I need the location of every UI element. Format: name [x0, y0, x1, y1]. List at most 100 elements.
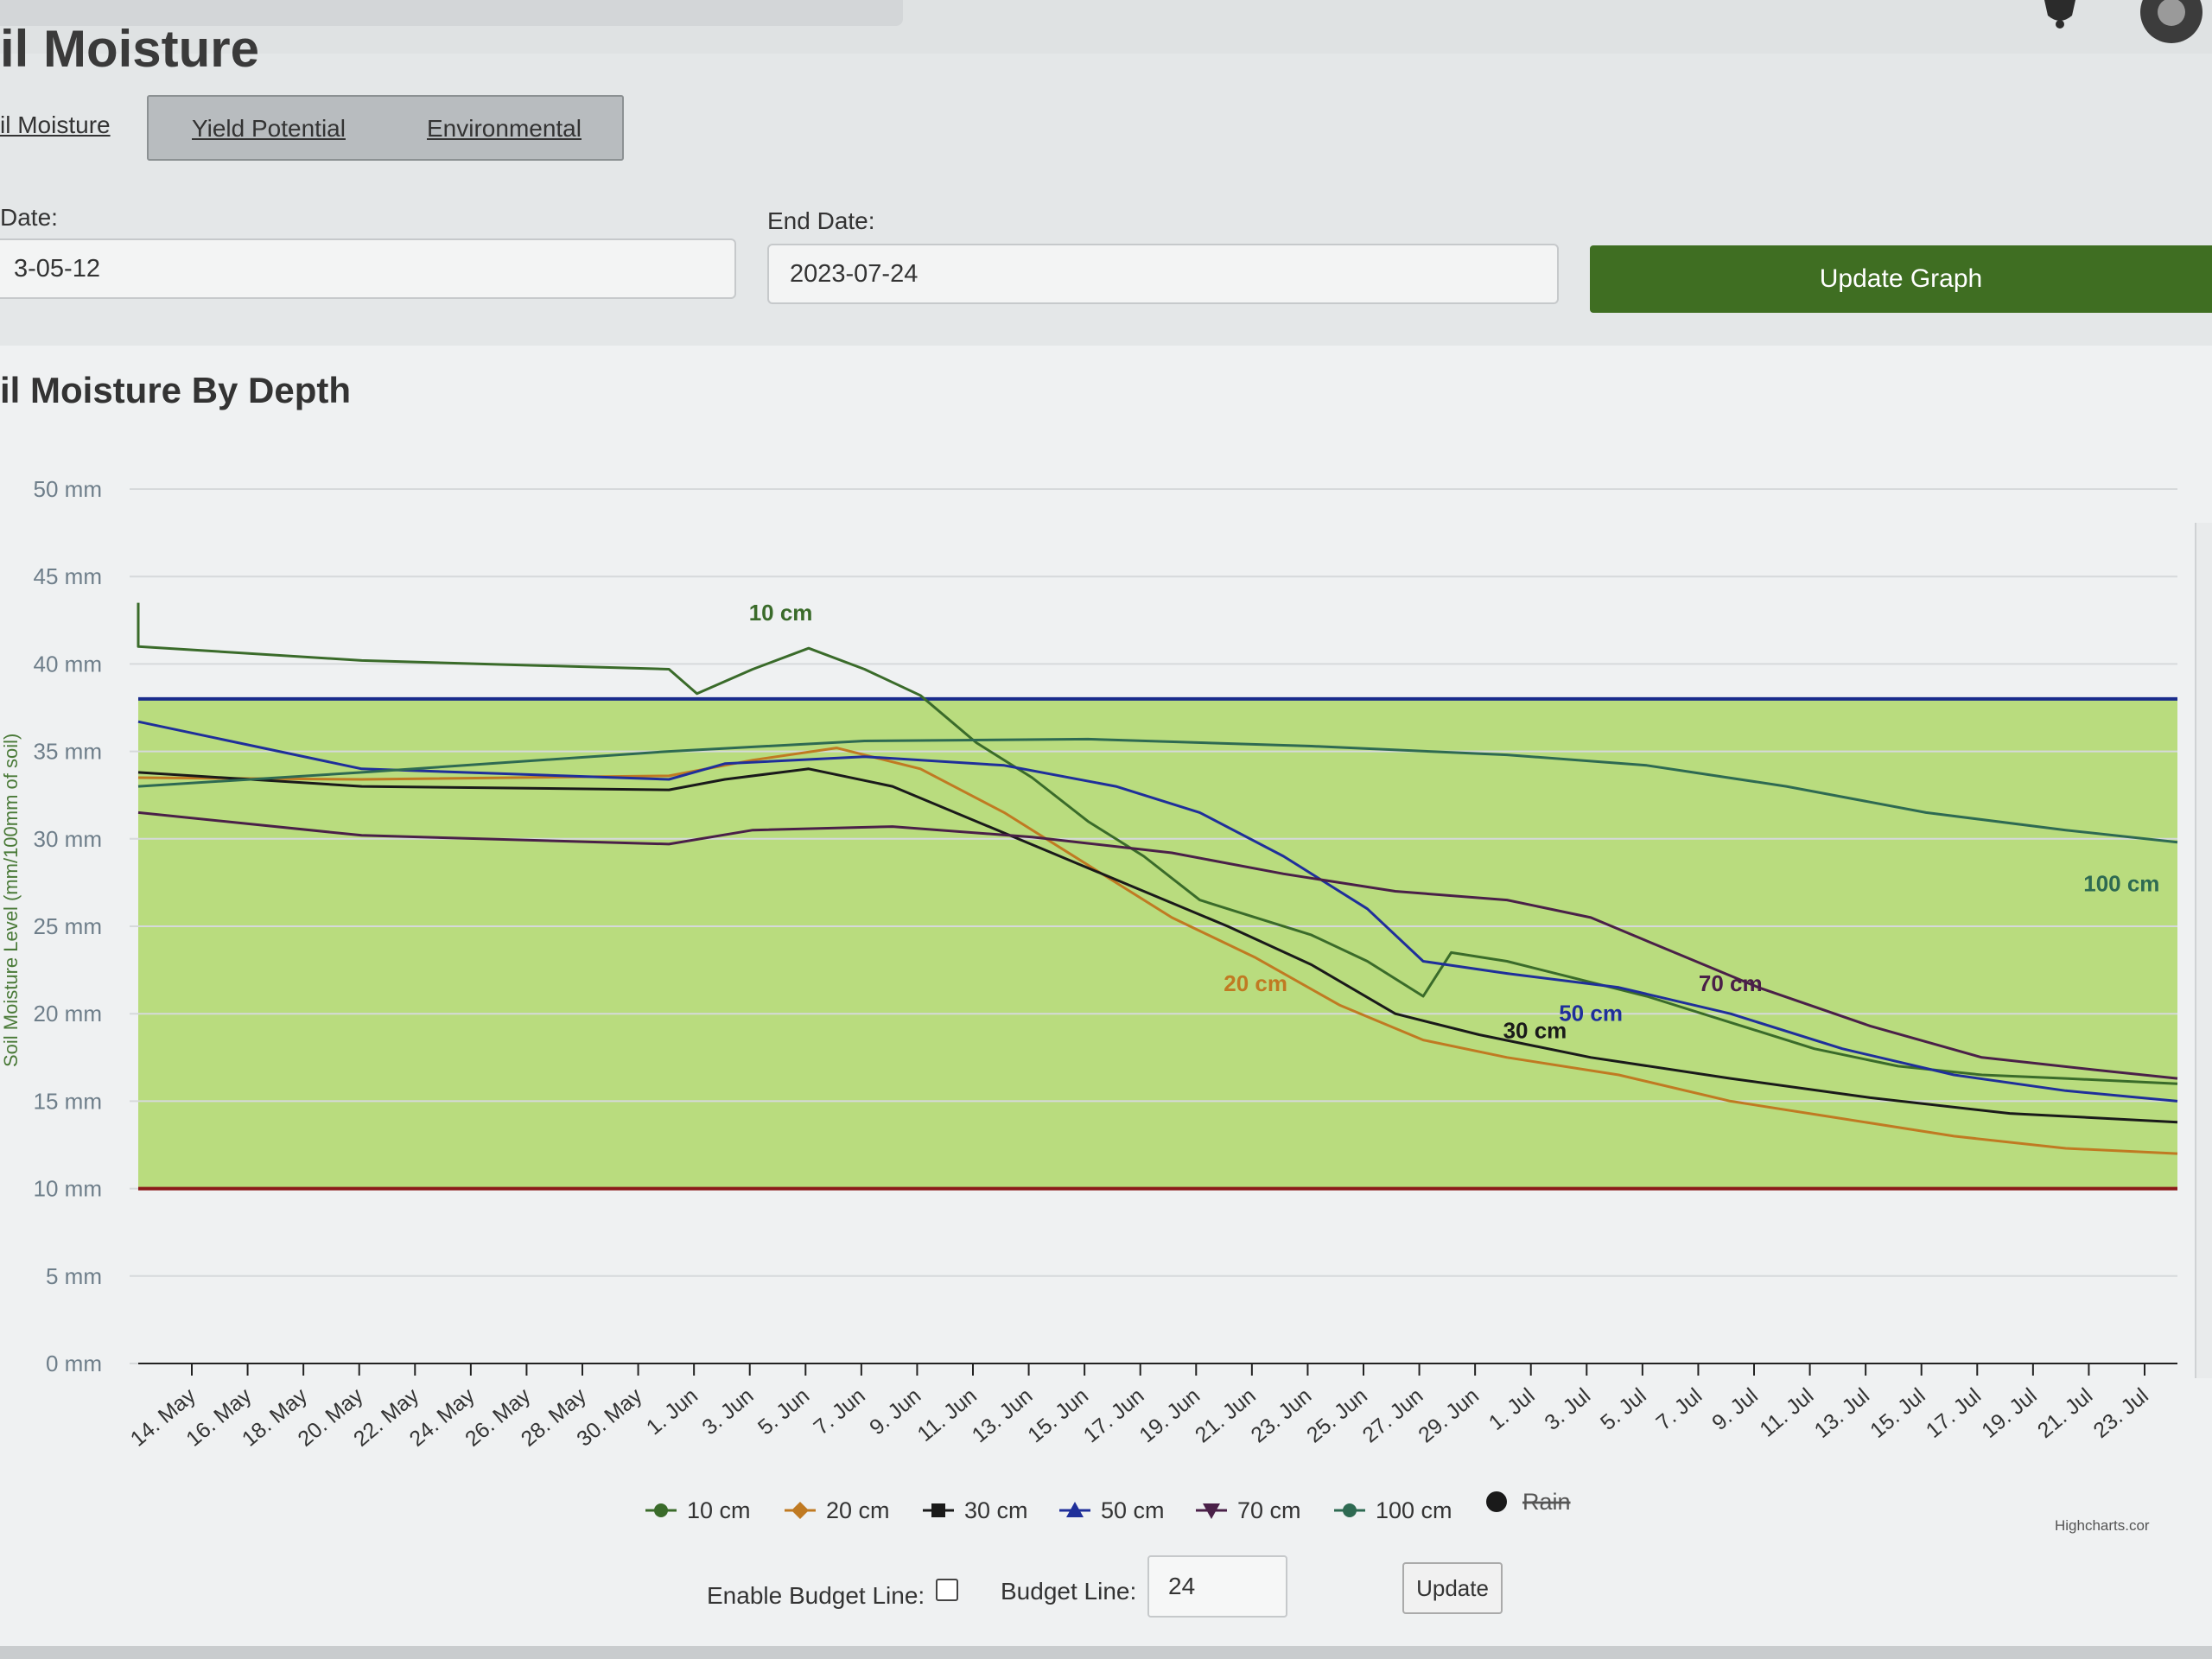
page-title: il Moisture — [0, 20, 260, 78]
series-data-label: 20 cm — [1224, 970, 1287, 996]
x-tick-label: 7. Jul — [1652, 1383, 1707, 1435]
enable-budget-label: Enable Budget Line: — [707, 1582, 925, 1609]
start-date-input[interactable]: 3-05-12 — [0, 238, 736, 299]
end-date-input[interactable]: 2023-07-24 — [767, 244, 1559, 304]
tab-environmental[interactable]: Environmental — [427, 115, 582, 142]
chart-title: il Moisture By Depth — [0, 370, 352, 410]
legend-label: Rain — [1522, 1489, 1571, 1515]
plot-lines — [138, 696, 2177, 1191]
x-tick-label: 27. Jun — [1358, 1383, 1428, 1447]
x-tick-label: 23. Jul — [2088, 1383, 2152, 1443]
legend-item[interactable]: 10 cm — [645, 1497, 751, 1523]
x-tick-label: 17. Jun — [1079, 1383, 1149, 1447]
legend-label: 30 cm — [964, 1497, 1028, 1523]
legend-item[interactable]: 50 cm — [1059, 1497, 1165, 1523]
update-graph-button[interactable]: Update Graph — [1590, 245, 2212, 313]
start-date-label: Date: — [0, 204, 58, 231]
legend-label: 50 cm — [1101, 1497, 1165, 1523]
credits-text[interactable]: Highcharts.cor — [2055, 1517, 2150, 1534]
tab-group: Yield Potential Environmental — [147, 95, 624, 161]
x-tick-label: 1. Jul — [1484, 1383, 1540, 1435]
series-line-20cm — [137, 747, 2178, 1155]
legend-marker — [1486, 1491, 1507, 1512]
legend-item[interactable]: 30 cm — [923, 1497, 1028, 1523]
budget-checkbox[interactable] — [936, 1579, 958, 1601]
end-date-label: End Date: — [767, 207, 875, 234]
x-tick-label: 13. Jul — [1810, 1383, 1874, 1443]
x-tick-label: 3. Jul — [1540, 1383, 1595, 1435]
x-tick-label: 15. Jul — [1866, 1383, 1929, 1443]
tab-yield-potential[interactable]: Yield Potential — [192, 115, 346, 142]
series-line-10cm — [137, 602, 2178, 1085]
series-data-label: 70 cm — [1699, 970, 1763, 996]
y-tick-label: 45 mm — [34, 563, 102, 589]
chart-bands — [138, 698, 2177, 1189]
x-tick-label: 1. Jun — [642, 1383, 702, 1440]
optimal-range-band — [138, 698, 2177, 1189]
legend-label: 10 cm — [687, 1497, 751, 1523]
legend-label: 20 cm — [826, 1497, 890, 1523]
legend-item[interactable]: 20 cm — [785, 1497, 890, 1523]
x-tick-label: 5. Jun — [753, 1383, 814, 1440]
legend-item[interactable]: 100 cm — [1334, 1497, 1452, 1523]
scrollbar[interactable] — [2195, 523, 2212, 1378]
y-axis-title: Soil Moisture Level (mm/100mm of soil) — [0, 734, 22, 1067]
legend-label: 70 cm — [1237, 1497, 1301, 1523]
x-tick-label: 9. Jul — [1707, 1383, 1763, 1435]
taskbar — [0, 1646, 2212, 1659]
series-data-label: 10 cm — [749, 600, 813, 626]
legend-marker — [1203, 1503, 1220, 1519]
y-tick-label: 5 mm — [46, 1263, 102, 1289]
y-tick-label: 20 mm — [34, 1001, 102, 1027]
x-tick-label: 3. Jun — [697, 1383, 758, 1440]
budget-update-button[interactable]: Update — [1402, 1562, 1503, 1614]
x-tick-label: 19. Jun — [1135, 1383, 1205, 1447]
chart-series — [137, 602, 2178, 1155]
x-tick-label: 7. Jun — [810, 1383, 870, 1440]
series-line-70cm — [137, 810, 2178, 1080]
y-tick-label: 50 mm — [34, 476, 102, 502]
budget-line-label: Budget Line: — [1001, 1578, 1137, 1605]
y-tick-label: 15 mm — [34, 1088, 102, 1114]
y-axis-labels: 0 mm 5 mm 10 mm 15 mm 20 mm 25 mm 30 mm 35 mm 40… — [34, 476, 102, 1376]
top-bar — [0, 0, 2212, 54]
legend-marker — [654, 1503, 668, 1517]
x-tick-label: 11. Jul — [1755, 1383, 1818, 1442]
legend-marker — [1343, 1503, 1357, 1517]
legend-label: 100 cm — [1376, 1497, 1452, 1523]
chart-grid — [130, 488, 2177, 1364]
bell-icon[interactable] — [2039, 0, 2081, 31]
tab-soil-moisture[interactable]: il Moisture — [0, 93, 147, 157]
top-strip — [0, 0, 903, 26]
avatar[interactable] — [2139, 0, 2203, 48]
series-data-label: 30 cm — [1503, 1018, 1567, 1044]
y-tick-label: 30 mm — [34, 826, 102, 852]
x-tick-label: 19. Jul — [1977, 1383, 2041, 1443]
y-tick-label: 25 mm — [34, 913, 102, 939]
x-tick-label: 11. Jun — [912, 1383, 981, 1446]
x-tick-label: 23. Jun — [1246, 1383, 1316, 1447]
y-tick-label: 35 mm — [34, 739, 102, 765]
x-tick-label: 21. Jul — [2033, 1383, 2097, 1443]
y-tick-label: 40 mm — [34, 651, 102, 677]
x-tick-label: 13. Jun — [968, 1383, 1038, 1447]
legend-item[interactable]: Rain — [1486, 1489, 1571, 1515]
series-line-100cm — [137, 737, 2178, 844]
legend-item[interactable]: 70 cm — [1196, 1497, 1301, 1523]
x-tick-label: 21. Jun — [1191, 1383, 1261, 1447]
x-tick-label: 5. Jul — [1596, 1383, 1651, 1435]
legend-marker — [1066, 1502, 1084, 1517]
x-tick-label: 17. Jul — [1922, 1383, 1986, 1443]
legend-marker — [931, 1503, 945, 1517]
legend-marker — [791, 1502, 809, 1519]
series-line-30cm — [137, 767, 2178, 1124]
y-tick-label: 10 mm — [34, 1176, 102, 1202]
x-tick-label: 29. Jun — [1414, 1383, 1484, 1447]
series-data-label: 100 cm — [2083, 871, 2159, 897]
chart-legend: 10 cm 20 cm 30 cm 50 cm 70 cm 100 cm Rain — [645, 1489, 1571, 1523]
budget-line-input[interactable]: 24 — [1147, 1555, 1287, 1618]
x-tick-label: 15. Jun — [1023, 1383, 1093, 1447]
